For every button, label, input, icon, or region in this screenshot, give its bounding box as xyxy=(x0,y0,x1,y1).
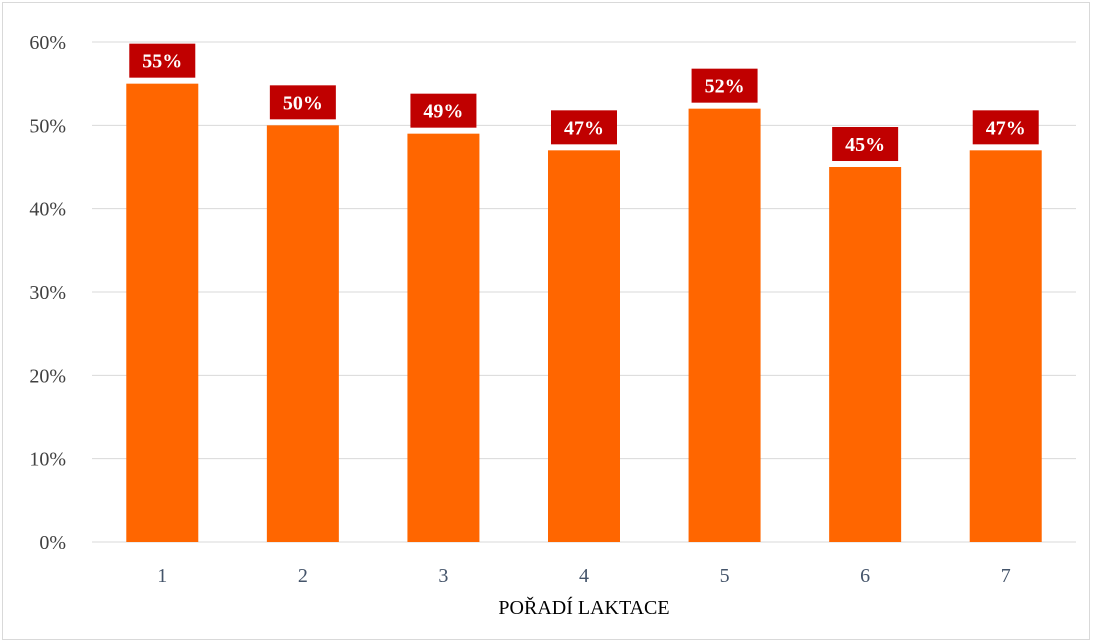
data-label: 47% xyxy=(986,117,1026,139)
data-label-box xyxy=(269,85,336,120)
x-axis-label: POŘADÍ LAKTACE xyxy=(498,596,669,619)
x-tick-label: 2 xyxy=(298,565,308,587)
y-tick-label: 20% xyxy=(29,365,66,387)
bar xyxy=(969,150,1042,543)
x-tick-label: 1 xyxy=(157,565,167,587)
bar xyxy=(829,167,902,542)
data-label-box xyxy=(832,127,899,161)
y-tick-label: 40% xyxy=(29,199,66,221)
x-tick-label: 6 xyxy=(860,565,870,587)
x-tick-label: 5 xyxy=(720,565,730,587)
bar xyxy=(548,150,620,543)
data-label: 52% xyxy=(705,76,745,98)
y-tick-label: 10% xyxy=(29,449,66,471)
bar xyxy=(688,108,761,543)
data-label-box xyxy=(129,43,196,78)
data-label: 49% xyxy=(423,101,463,123)
y-tick-label: 50% xyxy=(29,115,66,137)
bar xyxy=(126,83,199,543)
data-label: 50% xyxy=(283,92,323,114)
y-tick-label: 60% xyxy=(29,32,66,54)
data-label: 55% xyxy=(142,51,182,73)
data-label-box xyxy=(691,68,758,103)
x-tick-label: 7 xyxy=(1001,565,1011,587)
data-label: 45% xyxy=(845,134,885,156)
x-tick-label: 4 xyxy=(579,565,589,587)
data-label-box xyxy=(972,110,1039,145)
y-tick-label: 30% xyxy=(29,282,66,304)
y-tick-label: 0% xyxy=(39,532,66,554)
x-tick-label: 3 xyxy=(438,565,448,587)
data-label: 47% xyxy=(564,117,604,139)
data-label-box xyxy=(410,93,477,128)
bar xyxy=(407,133,480,542)
data-label-box xyxy=(551,110,617,145)
bar xyxy=(266,125,339,542)
